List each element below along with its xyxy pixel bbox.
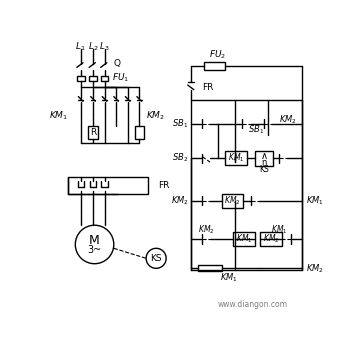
Text: $KM_1$: $KM_1$ (306, 194, 324, 207)
Text: $KM_2$: $KM_2$ (224, 194, 240, 207)
Text: www.diangon.com: www.diangon.com (217, 300, 287, 309)
Text: $KM_2$: $KM_2$ (263, 233, 279, 245)
Text: $KM_2$: $KM_2$ (279, 114, 297, 126)
Text: $SB_1$: $SB_1$ (248, 124, 264, 136)
Text: $L_1$: $L_1$ (75, 40, 86, 53)
Bar (222, 194, 243, 208)
Text: _: _ (235, 152, 238, 158)
Circle shape (75, 225, 114, 264)
Bar (204, 62, 225, 70)
Text: $L_3$: $L_3$ (99, 40, 110, 53)
Bar (225, 151, 247, 165)
Bar (255, 151, 273, 166)
Text: FR: FR (158, 181, 170, 190)
Text: $KM_2$: $KM_2$ (306, 262, 324, 274)
Bar (77, 76, 84, 81)
Text: R: R (90, 127, 96, 137)
Circle shape (146, 248, 166, 268)
Text: $KM_2$: $KM_2$ (198, 224, 214, 236)
Text: $KM_1$: $KM_1$ (220, 271, 238, 284)
Text: $FU_1$: $FU_1$ (112, 72, 129, 84)
Text: KS: KS (150, 254, 162, 263)
Text: 3~: 3~ (87, 245, 102, 255)
Bar (199, 265, 222, 271)
Bar (260, 232, 282, 246)
Text: FR: FR (202, 83, 214, 92)
Text: Q: Q (114, 59, 121, 68)
Text: $SB_1$: $SB_1$ (172, 117, 188, 130)
Text: M: M (89, 234, 100, 247)
Bar (68, 178, 148, 194)
Bar (88, 126, 98, 139)
Bar (135, 126, 144, 139)
Bar (233, 232, 255, 246)
Text: $L_2$: $L_2$ (88, 40, 98, 53)
Bar (101, 76, 109, 81)
Text: $KM_1$: $KM_1$ (228, 152, 244, 164)
Text: $KM_1$: $KM_1$ (236, 233, 252, 245)
Text: $\wedge$: $\wedge$ (260, 151, 268, 161)
Text: n: n (261, 158, 267, 167)
Text: $KM_1$: $KM_1$ (271, 224, 288, 236)
Text: KS: KS (259, 164, 269, 173)
Text: $FU_2$: $FU_2$ (209, 49, 227, 61)
Bar (89, 76, 97, 81)
Text: $SB_2$: $SB_2$ (172, 152, 188, 164)
Text: $KM_2$: $KM_2$ (171, 194, 188, 207)
Text: $KM_1$: $KM_1$ (49, 110, 68, 122)
Text: $KM_2$: $KM_2$ (146, 110, 165, 122)
